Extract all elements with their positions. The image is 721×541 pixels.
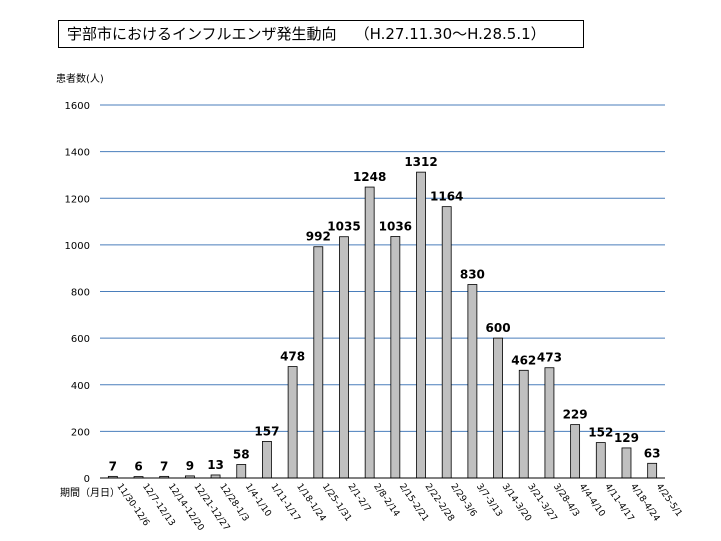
chart-title: 宇部市におけるインフルエンザ発生動向 (67, 25, 337, 43)
bar (441, 206, 452, 479)
y-tick-label: 0 (84, 474, 90, 485)
bar (313, 246, 324, 479)
bar (416, 171, 426, 479)
chart-title-box: 宇部市におけるインフルエンザ発生動向 （H.27.11.30～H.28.5.1） (58, 20, 584, 48)
data-label: 152 (588, 426, 613, 440)
data-label: 600 (486, 321, 511, 335)
data-label: 9 (186, 459, 194, 473)
x-tick-label: 3/7-3/13 (474, 482, 504, 519)
data-label: 6 (134, 460, 142, 474)
data-label: 1248 (353, 170, 386, 184)
bar (544, 367, 555, 479)
y-tick-label: 800 (71, 288, 90, 299)
data-label: 13 (207, 458, 224, 472)
y-tick-label: 1400 (65, 148, 90, 159)
bar (595, 442, 606, 479)
bar (518, 369, 529, 479)
data-label: 1164 (430, 190, 463, 204)
y-tick-label: 200 (71, 427, 90, 438)
data-label: 1035 (327, 220, 360, 234)
y-tick-label: 400 (71, 381, 90, 392)
data-label: 229 (563, 408, 588, 422)
bar (339, 236, 349, 479)
bar (236, 464, 247, 479)
bar (493, 337, 503, 479)
y-axis-title: 患者数(人) (56, 72, 104, 85)
bar (570, 424, 581, 479)
y-axis-ticks: 0 200 400 600 800 1000 1200 1400 1600 (65, 101, 90, 485)
bar (287, 366, 298, 479)
bar (647, 462, 658, 479)
bar (467, 284, 478, 479)
data-label: 63 (644, 446, 661, 460)
bar (262, 440, 272, 479)
x-tick-label: 2/1-2/7 (346, 482, 373, 514)
bar (621, 447, 632, 479)
data-label: 7 (160, 459, 168, 473)
data-label: 7 (109, 459, 117, 473)
y-tick-label: 1200 (65, 194, 90, 205)
chart-period: （H.27.11.30～H.28.5.1） (354, 25, 546, 43)
data-label: 1036 (379, 219, 412, 233)
y-tick-label: 600 (71, 334, 90, 345)
gridlines (100, 104, 665, 432)
bar (364, 186, 375, 479)
data-label: 462 (511, 353, 536, 367)
data-label: 58 (233, 447, 250, 461)
x-axis-ticks: 11/30-12/612/7-12/1312/14-12/2012/21-12/… (114, 482, 683, 533)
data-label: 992 (306, 230, 331, 244)
data-label: 1312 (404, 155, 437, 169)
data-label: 830 (460, 268, 485, 282)
bar (390, 236, 401, 479)
data-label: 129 (614, 431, 639, 445)
y-tick-label: 1000 (65, 241, 90, 252)
data-label: 473 (537, 351, 562, 365)
data-label: 157 (254, 424, 279, 438)
data-label: 478 (280, 350, 305, 364)
y-tick-label: 1600 (65, 101, 90, 112)
bars (107, 171, 658, 479)
x-axis-title: 期間（月日） (60, 487, 120, 499)
